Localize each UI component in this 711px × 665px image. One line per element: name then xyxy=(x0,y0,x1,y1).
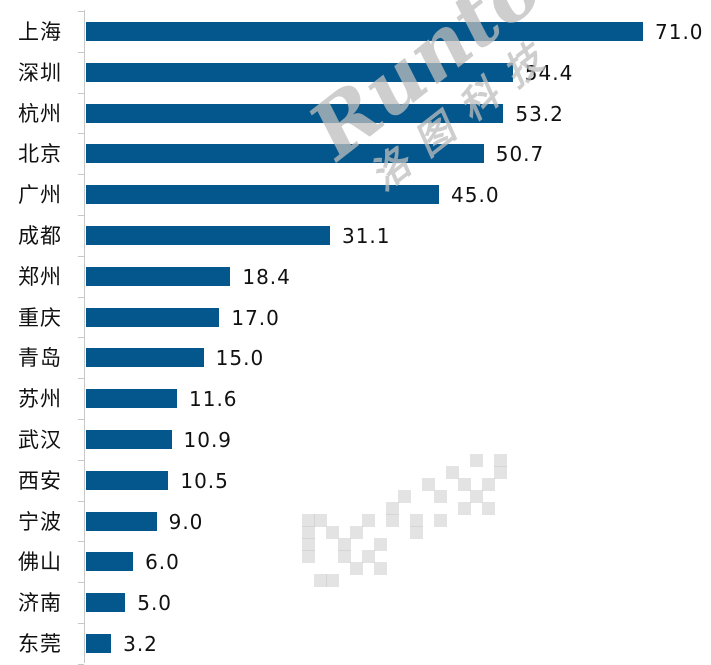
bar-row: 广州 45.0 xyxy=(0,175,711,215)
bar xyxy=(86,62,513,82)
category-label: 郑州 xyxy=(18,264,62,289)
bar xyxy=(86,22,643,41)
axis-tick xyxy=(78,378,84,380)
category-label: 佛山 xyxy=(18,550,62,575)
bar-row: 济南 5.0 xyxy=(0,583,711,623)
axis-tick xyxy=(78,255,84,257)
axis-tick xyxy=(78,419,84,420)
category-label: 杭州 xyxy=(18,101,62,126)
data-label: 50.7 xyxy=(495,142,545,167)
bar xyxy=(86,348,204,368)
bar xyxy=(86,552,134,572)
data-label: 54.4 xyxy=(524,60,574,85)
bar xyxy=(86,144,484,164)
bar-row: 深圳 54.4 xyxy=(0,53,711,93)
axis-tick xyxy=(78,51,84,53)
axis-tick xyxy=(78,11,84,12)
category-label: 东莞 xyxy=(18,632,62,656)
data-label: 53.2 xyxy=(515,101,564,126)
bar xyxy=(86,511,157,531)
category-label: 北京 xyxy=(18,142,62,167)
data-label: 9.0 xyxy=(168,509,204,534)
axis-tick xyxy=(78,337,84,339)
axis-tick xyxy=(78,500,84,502)
category-label: 西安 xyxy=(18,468,62,493)
bar-row: 苏州 11.6 xyxy=(0,379,711,419)
bar-row: 北京 50.7 xyxy=(0,134,711,174)
category-label: 济南 xyxy=(18,591,62,616)
data-label: 31.1 xyxy=(341,224,391,248)
category-axis-line xyxy=(84,10,85,663)
axis-tick xyxy=(78,215,84,216)
axis-tick xyxy=(78,174,84,176)
data-label: 71.0 xyxy=(655,20,704,44)
category-label: 宁波 xyxy=(18,509,62,534)
data-label: 18.4 xyxy=(242,264,291,289)
data-label: 17.0 xyxy=(231,305,280,330)
bar xyxy=(86,307,220,327)
bar xyxy=(86,470,169,490)
data-label: 11.6 xyxy=(189,387,238,412)
axis-tick xyxy=(78,541,84,543)
category-label: 青岛 xyxy=(18,346,62,371)
bar-row: 成都 31.1 xyxy=(0,216,711,256)
bar xyxy=(86,389,177,409)
category-label: 深圳 xyxy=(18,60,62,85)
bar-row: 西安 10.5 xyxy=(0,461,711,501)
bar xyxy=(86,634,112,653)
bar-row: 杭州 53.2 xyxy=(0,94,711,134)
category-label: 成都 xyxy=(18,224,62,248)
data-label: 3.2 xyxy=(123,632,158,656)
category-label: 武汉 xyxy=(18,428,62,452)
category-label: 广州 xyxy=(18,183,62,208)
data-label: 10.5 xyxy=(180,468,229,493)
bar-row: 武汉 10.9 xyxy=(0,420,711,460)
bar xyxy=(86,185,440,205)
bar xyxy=(86,103,504,123)
data-label: 15.0 xyxy=(215,346,265,371)
data-label: 6.0 xyxy=(145,550,180,575)
axis-tick xyxy=(78,623,84,624)
bar xyxy=(86,226,330,245)
bar-row: 上海 71.0 xyxy=(0,12,711,52)
bar-row: 佛山 6.0 xyxy=(0,542,711,582)
axis-tick xyxy=(78,296,84,298)
category-label: 重庆 xyxy=(18,305,62,330)
data-label: 5.0 xyxy=(137,591,173,616)
data-label: 45.0 xyxy=(451,183,500,208)
category-label: 上海 xyxy=(18,20,62,44)
bar-row: 宁波 9.0 xyxy=(0,502,711,542)
data-label: 10.9 xyxy=(183,428,233,452)
bar-row: 郑州 18.4 xyxy=(0,257,711,297)
bar-row: 青岛 15.0 xyxy=(0,338,711,378)
bar-row: 重庆 17.0 xyxy=(0,298,711,338)
bar xyxy=(86,266,231,286)
axis-tick xyxy=(78,133,84,135)
axis-tick xyxy=(78,459,84,461)
bar xyxy=(86,430,172,449)
bar-row: 东莞 3.2 xyxy=(0,624,711,664)
bar xyxy=(86,593,126,613)
axis-tick xyxy=(78,92,84,94)
axis-tick xyxy=(78,582,84,584)
category-label: 苏州 xyxy=(18,387,62,412)
